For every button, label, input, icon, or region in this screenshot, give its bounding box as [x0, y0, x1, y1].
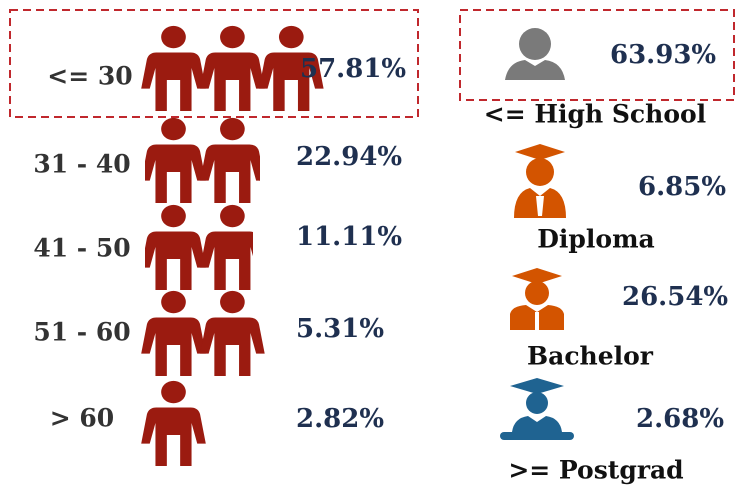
education-label: >= Postgrad: [508, 456, 683, 485]
age-label: <= 30: [47, 62, 132, 91]
highlight-box: [9, 9, 419, 118]
education-percent: 2.68%: [636, 404, 724, 434]
education-label: Bachelor: [527, 342, 654, 371]
education-percent: 63.93%: [610, 40, 716, 70]
age-percent: 5.31%: [296, 314, 384, 344]
age-percent: 57.81%: [300, 54, 406, 84]
education-label: <= High School: [484, 100, 706, 129]
age-percent: 2.82%: [296, 404, 384, 434]
age-percent: 22.94%: [296, 142, 402, 172]
age-label: 51 - 60: [33, 318, 130, 347]
high-school-icon: [505, 28, 565, 80]
age-percent: 11.11%: [296, 222, 402, 252]
age-label: > 60: [50, 404, 114, 433]
age-label: 31 - 40: [33, 150, 130, 179]
postgrad-icon: [500, 378, 574, 440]
education-label: Diploma: [537, 225, 654, 254]
bachelor-icon: [510, 268, 564, 330]
diploma-icon: [514, 144, 566, 218]
education-percent: 26.54%: [622, 282, 728, 312]
age-label: 41 - 50: [33, 234, 130, 263]
highlight-box: [459, 9, 735, 101]
education-percent: 6.85%: [638, 172, 726, 202]
